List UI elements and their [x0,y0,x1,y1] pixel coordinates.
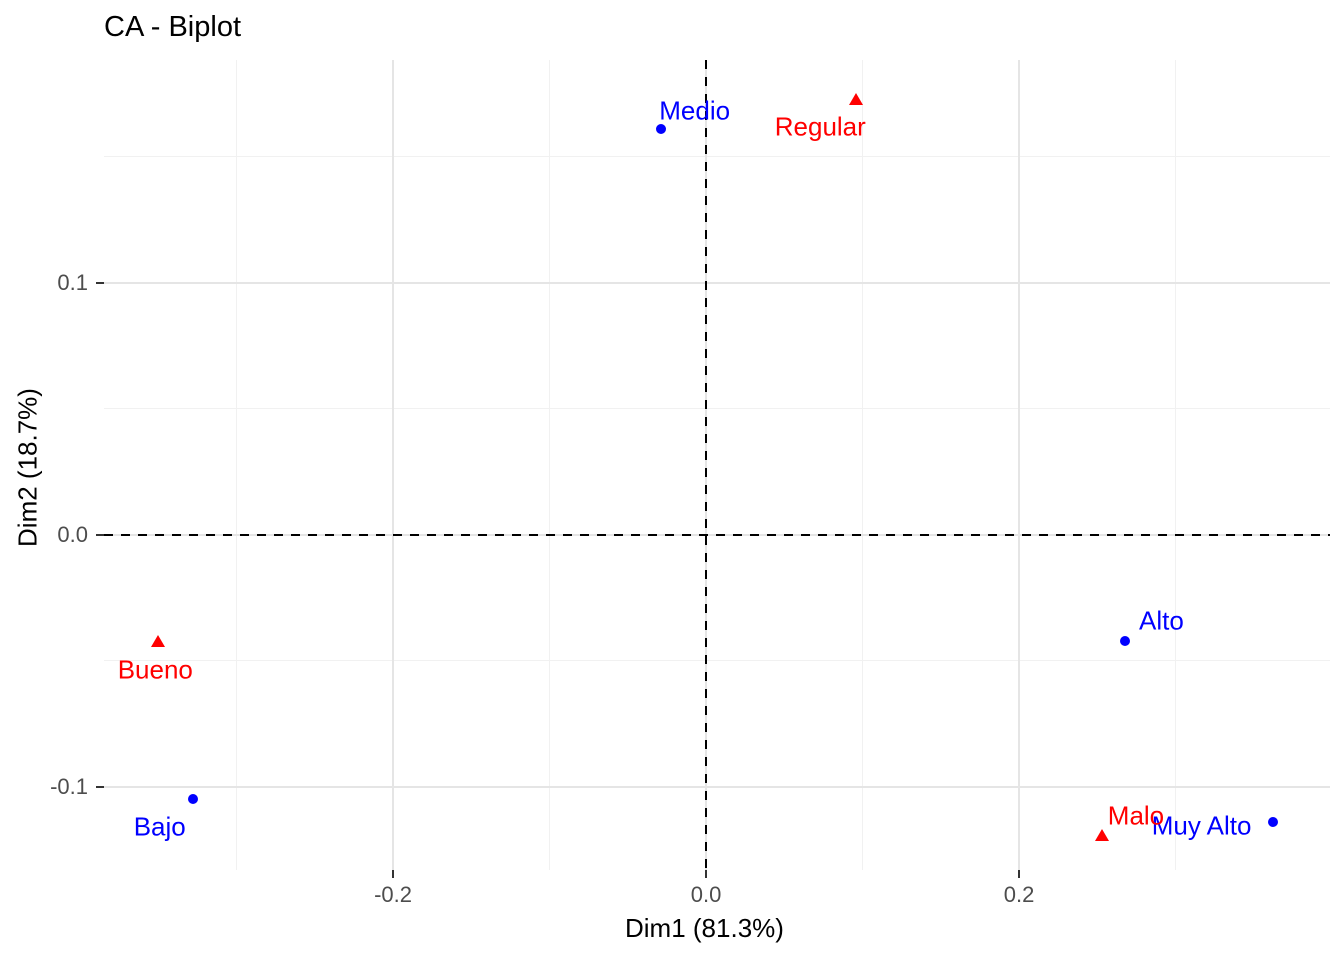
x-axis-title: Dim1 (81.3%) [625,913,784,943]
y-axis-tick-mark [96,785,104,788]
point-label-bueno: Bueno [117,654,193,685]
plot-title: CA - Biplot [104,11,241,43]
x-axis-tick-mark [1018,870,1021,878]
data-point-regular [849,93,864,106]
point-label-muy-alto: Muy Alto [1151,810,1252,841]
minor-gridline-vertical [862,60,864,870]
minor-gridline-horizontal [104,156,1330,158]
minor-gridline-vertical [1175,60,1177,870]
data-point-bajo [187,794,198,805]
y-axis-tick-label: -0.1 [50,773,88,799]
point-label-regular: Regular [774,111,866,142]
point-label-medio: Medio [659,95,731,126]
data-point-bueno [151,634,166,647]
major-gridline-vertical [1018,60,1021,870]
data-point-medio [655,124,666,135]
x-axis-tick-label: -0.2 [374,882,413,907]
minor-gridline-vertical [236,60,238,870]
x-axis-tick-mark [705,870,708,878]
x-axis-tick-label: 0.0 [690,882,722,907]
x-axis-tick-mark [392,870,395,878]
y-axis-tick-label: 0.1 [57,269,88,295]
point-label-malo: Malo [1107,800,1165,831]
major-gridline-horizontal [104,785,1330,788]
data-point-malo [1094,828,1109,841]
minor-gridline-horizontal [104,660,1330,662]
point-label-alto: Alto [1139,605,1184,636]
y-axis-tick-mark [96,533,104,536]
major-gridline-horizontal [104,281,1330,284]
point-label-bajo: Bajo [133,811,186,842]
y-axis-tick-label: 0.0 [57,521,88,547]
major-gridline-vertical [392,60,395,870]
zero-reference-line-horizontal [104,533,1330,536]
y-axis-tick-mark [96,281,104,284]
zero-reference-line-vertical [705,60,708,870]
minor-gridline-horizontal [104,408,1330,410]
minor-gridline-vertical [549,60,551,870]
data-point-muy-alto [1267,817,1278,828]
data-point-alto [1120,635,1131,646]
x-axis-tick-label: 0.2 [1003,882,1035,907]
